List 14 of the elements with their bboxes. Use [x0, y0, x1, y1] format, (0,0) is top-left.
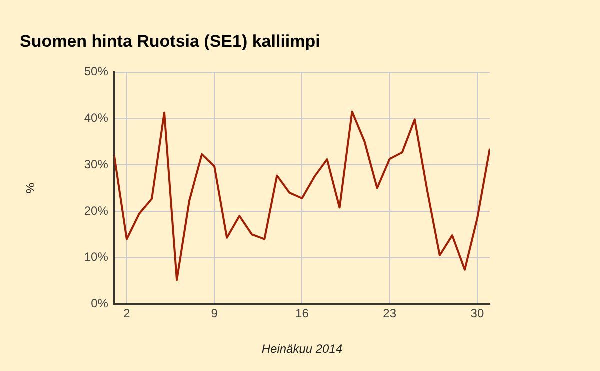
- x-tick-label: 30: [470, 306, 484, 321]
- y-axis-title: %: [24, 182, 38, 194]
- y-tick-label: 30%: [84, 157, 109, 172]
- y-tick-label: 40%: [84, 111, 109, 126]
- y-tick-label: 50%: [84, 64, 109, 79]
- y-tick-label: 20%: [84, 204, 109, 218]
- y-tick-label: 0%: [91, 296, 109, 311]
- y-tick-label: 10%: [84, 250, 109, 264]
- x-tick-label: 23: [383, 306, 397, 321]
- x-tick-label: 2: [124, 306, 131, 321]
- x-tick-label: 16: [296, 306, 310, 321]
- x-axis-title: Heinäkuu 2014: [262, 342, 343, 356]
- chart-title: Suomen hinta Ruotsia (SE1) kalliimpi: [20, 32, 320, 51]
- x-tick-label: 9: [211, 306, 218, 321]
